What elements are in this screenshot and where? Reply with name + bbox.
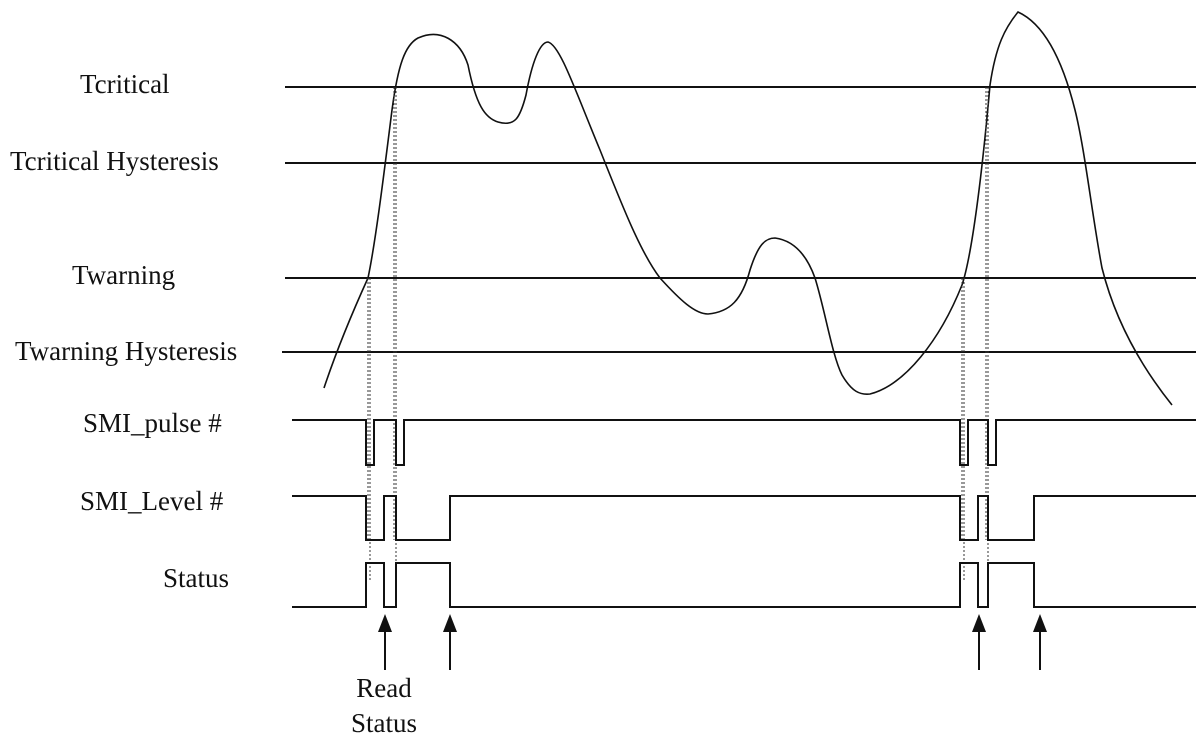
read-status-label-line2: Status — [351, 708, 417, 738]
temperature-curve — [323, 11, 1173, 406]
read-status-arrow — [972, 614, 986, 670]
smi-level-waveform — [292, 495, 1196, 541]
label-t-warning-hysteresis: Twarning Hysteresis — [15, 336, 237, 366]
label-smi-level: SMI_Level # — [80, 486, 224, 516]
read-status-label-line1: Read — [356, 673, 412, 703]
label-smi-pulse: SMI_pulse # — [83, 408, 222, 438]
status-waveform — [292, 562, 1196, 608]
read-status-arrow — [443, 614, 457, 670]
label-t-critical-hysteresis: Tcritical Hysteresis — [10, 146, 219, 176]
read-status-arrow — [378, 614, 392, 670]
label-t-warning: Twarning — [72, 260, 175, 290]
read-status-arrow — [1033, 614, 1047, 670]
label-status: Status — [163, 563, 229, 593]
smi-pulse-waveform — [292, 419, 1196, 466]
label-t-critical: Tcritical — [80, 69, 170, 99]
